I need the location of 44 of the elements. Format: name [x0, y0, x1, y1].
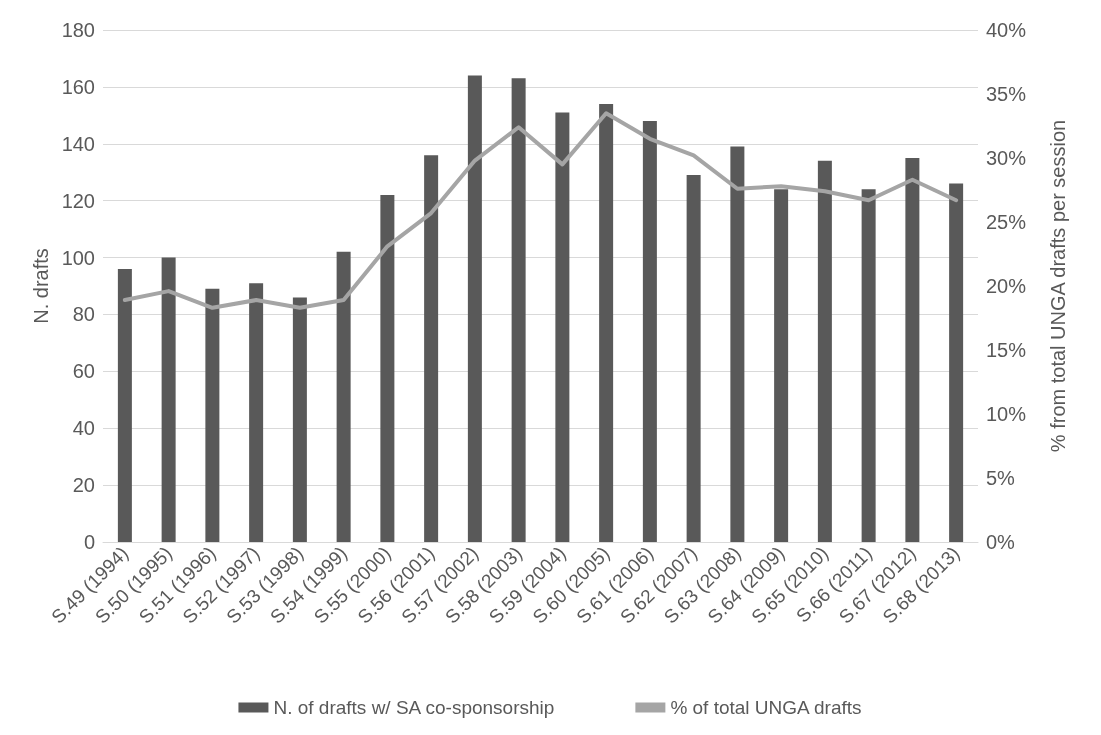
bar: [774, 189, 789, 542]
bar: [861, 189, 876, 542]
bar: [380, 194, 395, 542]
y-tick-label: 80: [72, 303, 95, 326]
y2-axis-title: % from total UNGA drafts per session: [1047, 119, 1069, 453]
y-tick-label: 180: [61, 19, 95, 41]
y2-tick-label: 15%: [986, 339, 1027, 361]
bar: [424, 155, 439, 542]
bar: [555, 112, 570, 542]
bar: [599, 103, 614, 542]
bar: [336, 251, 351, 542]
y-tick-label: 140: [61, 132, 95, 155]
bar: [730, 146, 745, 542]
bar: [642, 121, 657, 542]
y-tick-label: 40: [72, 417, 95, 440]
y2-tick-label: 5%: [986, 467, 1016, 489]
y-tick-label: 160: [61, 75, 95, 98]
y2-tick-label: 30%: [986, 147, 1027, 169]
bar: [292, 297, 307, 542]
bar: [249, 283, 264, 542]
legend-label: N. of drafts w/ SA co-sponsorship: [273, 697, 555, 718]
bar: [511, 78, 526, 542]
line-series: [122, 111, 959, 310]
bar: [949, 183, 964, 542]
y2-tick-label: 40%: [986, 19, 1027, 41]
legend-label: % of total UNGA drafts: [670, 697, 862, 718]
y-tick-label: 100: [61, 246, 95, 269]
bar: [161, 257, 176, 542]
y2-tick-label: 20%: [986, 275, 1027, 297]
y2-tick-label: 35%: [986, 83, 1027, 105]
bar: [817, 160, 832, 542]
y-tick-label: 20: [72, 474, 95, 497]
bar: [686, 175, 701, 542]
bar: [205, 288, 220, 542]
y-tick-label: 0: [83, 531, 95, 553]
y-axis-title: N. drafts: [29, 248, 52, 324]
bar: [117, 268, 132, 542]
y-tick-label: 60: [72, 360, 95, 383]
bar: [467, 75, 482, 542]
y2-tick-label: 25%: [986, 211, 1027, 233]
bar: [905, 158, 920, 542]
y-tick-label: 120: [61, 189, 95, 212]
y2-tick-label: 0%: [986, 531, 1016, 553]
y2-tick-label: 10%: [986, 403, 1027, 425]
